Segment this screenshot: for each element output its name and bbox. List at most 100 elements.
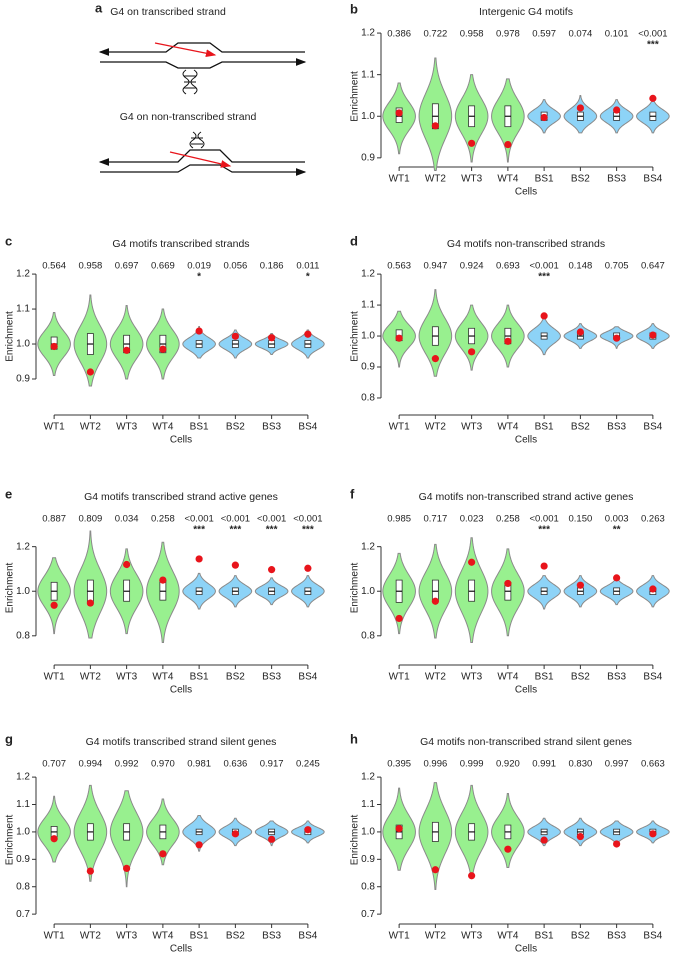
p-value: 0.809 bbox=[78, 514, 102, 525]
p-value: 0.887 bbox=[42, 514, 66, 525]
panel-letter: f bbox=[350, 486, 355, 501]
x-tick-label: WT3 bbox=[461, 174, 483, 185]
p-value: 0.717 bbox=[423, 514, 447, 525]
observed-point bbox=[395, 614, 403, 623]
polymerase-arrow bbox=[154, 42, 217, 58]
y-tick-label: 0.8 bbox=[361, 881, 375, 892]
y-tick-label: 1.2 bbox=[16, 269, 30, 280]
chart-title: G4 motifs transcribed strands bbox=[112, 238, 249, 250]
p-value: 0.920 bbox=[496, 759, 520, 770]
x-tick-label: WT3 bbox=[461, 931, 483, 942]
x-tick-label: BS3 bbox=[607, 174, 626, 185]
chart-title: G4 motifs transcribed strand silent gene… bbox=[86, 736, 277, 748]
y-tick-label: 1.0 bbox=[16, 586, 30, 597]
x-tick-label: BS3 bbox=[607, 422, 626, 433]
y-axis-label: Enrichment bbox=[350, 311, 361, 362]
strand bbox=[98, 42, 305, 56]
panel-letter: g bbox=[5, 731, 13, 746]
p-value: 0.395 bbox=[387, 759, 411, 770]
x-tick-label: WT2 bbox=[425, 672, 447, 683]
significance: *** bbox=[266, 525, 278, 536]
y-tick-label: 0.9 bbox=[361, 152, 375, 163]
observed-point bbox=[123, 346, 131, 354]
observed-point bbox=[504, 337, 512, 345]
x-tick-label: BS2 bbox=[571, 672, 590, 683]
p-value: 0.830 bbox=[568, 759, 592, 770]
observed-point bbox=[468, 348, 476, 356]
observed-point bbox=[540, 562, 548, 570]
chart-title: Intergenic G4 motifs bbox=[479, 6, 573, 18]
x-tick-label: WT4 bbox=[497, 422, 519, 433]
p-value: 0.564 bbox=[42, 261, 66, 272]
panel-letter: h bbox=[350, 731, 358, 746]
x-axis-label: Cells bbox=[170, 944, 192, 955]
x-axis-label: Cells bbox=[515, 944, 537, 955]
p-value: 0.997 bbox=[605, 759, 629, 770]
y-tick-label: 1.2 bbox=[361, 541, 375, 552]
x-tick-label: BS4 bbox=[643, 422, 662, 433]
observed-point bbox=[268, 334, 276, 342]
x-tick-label: BS2 bbox=[226, 672, 245, 683]
observed-point bbox=[431, 355, 439, 363]
y-axis-label: Enrichment bbox=[5, 814, 16, 865]
x-tick-label: WT1 bbox=[389, 174, 411, 185]
x-tick-label: BS3 bbox=[262, 672, 281, 683]
x-tick-label: WT2 bbox=[425, 422, 447, 433]
x-axis-label: Cells bbox=[170, 435, 192, 446]
p-value: 0.011 bbox=[296, 261, 319, 272]
observed-point bbox=[504, 579, 512, 588]
observed-point bbox=[576, 581, 584, 589]
x-tick-label: WT2 bbox=[80, 672, 102, 683]
significance: *** bbox=[538, 525, 550, 536]
chart-panel: f G4 motifs non-transcribed strand active… bbox=[350, 486, 670, 696]
x-tick-label: BS2 bbox=[571, 931, 590, 942]
observed-point bbox=[540, 836, 548, 844]
observed-point bbox=[576, 832, 584, 841]
observed-point bbox=[540, 113, 548, 122]
p-value: 0.992 bbox=[115, 759, 139, 770]
y-tick-label: 0.9 bbox=[16, 374, 30, 385]
y-tick-label: 0.7 bbox=[16, 909, 30, 920]
observed-point bbox=[649, 94, 657, 102]
y-axis-label: Enrichment bbox=[5, 311, 16, 362]
p-value: 0.991 bbox=[532, 759, 556, 770]
observed-point bbox=[395, 109, 403, 117]
observed-point bbox=[649, 585, 657, 593]
p-value: 0.981 bbox=[187, 759, 211, 770]
p-value: 0.722 bbox=[423, 29, 447, 40]
observed-point bbox=[576, 328, 584, 336]
x-tick-label: WT1 bbox=[44, 931, 66, 942]
y-axis-label: Enrichment bbox=[350, 71, 361, 122]
y-axis-label: Enrichment bbox=[350, 814, 361, 865]
x-tick-label: WT3 bbox=[461, 672, 483, 683]
x-tick-label: WT3 bbox=[116, 422, 138, 433]
significance: *** bbox=[538, 272, 550, 283]
strand bbox=[100, 58, 307, 69]
p-value: <0.001 bbox=[221, 514, 250, 525]
diagram-title: G4 on transcribed strand bbox=[110, 6, 226, 18]
panel-letter: b bbox=[350, 1, 358, 16]
observed-point bbox=[268, 835, 276, 843]
x-tick-label: WT3 bbox=[116, 672, 138, 683]
x-tick-label: BS4 bbox=[643, 931, 662, 942]
y-tick-label: 0.8 bbox=[16, 881, 30, 892]
observed-point bbox=[395, 825, 403, 833]
y-tick-label: 1.1 bbox=[16, 799, 30, 810]
p-value: 0.563 bbox=[387, 261, 411, 272]
y-tick-label: 1.0 bbox=[16, 827, 30, 838]
x-tick-label: BS2 bbox=[226, 422, 245, 433]
p-value: 0.669 bbox=[151, 261, 175, 272]
chart-title: G4 motifs non-transcribed strand active … bbox=[419, 491, 634, 503]
y-axis-label: Enrichment bbox=[5, 562, 16, 613]
p-value: 0.697 bbox=[115, 261, 139, 272]
y-tick-label: 1.1 bbox=[361, 300, 375, 311]
diagram-panel: a G4 on transcribed strand G4 on non-tra… bbox=[95, 0, 307, 176]
chart-panel: h G4 motifs non-transcribed strand silent… bbox=[350, 731, 670, 955]
p-value: <0.001 bbox=[293, 514, 322, 525]
p-value: <0.001 bbox=[638, 29, 667, 40]
x-tick-label: WT4 bbox=[152, 931, 174, 942]
p-value: 0.978 bbox=[496, 29, 520, 40]
p-value: 0.693 bbox=[496, 261, 520, 272]
y-tick-label: 1.0 bbox=[361, 111, 375, 122]
